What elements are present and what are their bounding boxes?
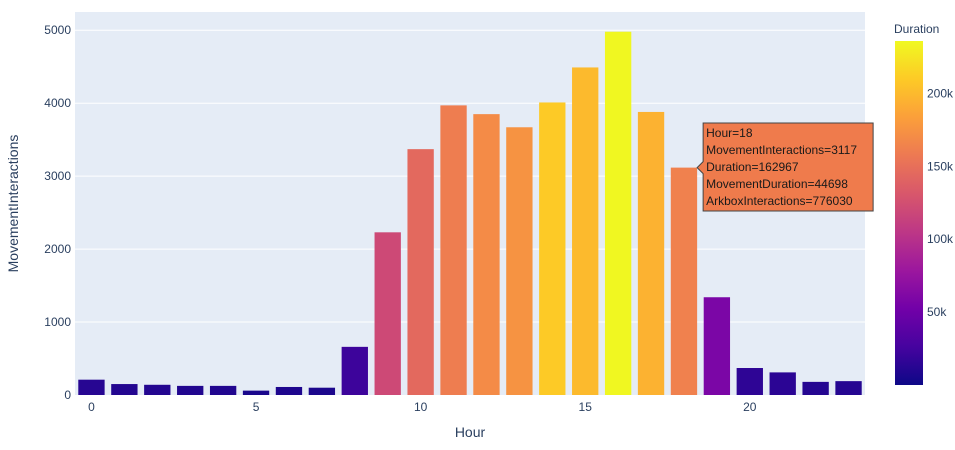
x-axis-title: Hour xyxy=(455,424,486,440)
bar[interactable] xyxy=(242,390,270,395)
colorbar-tick-label: 50k xyxy=(927,305,947,319)
y-axis-ticks: 0 1000 2000 3000 4000 5000 xyxy=(44,23,71,402)
bar[interactable] xyxy=(111,384,138,395)
y-tick-label: 5000 xyxy=(44,23,71,37)
x-tick-label: 10 xyxy=(414,400,428,414)
y-tick-label: 4000 xyxy=(44,96,71,110)
y-axis-title: MovementInteractions xyxy=(5,135,21,273)
bar[interactable] xyxy=(637,111,665,395)
colorbar-tick-label: 100k xyxy=(927,232,954,246)
bars xyxy=(78,31,862,396)
bar[interactable] xyxy=(506,127,533,395)
x-tick-label: 20 xyxy=(743,400,757,414)
bar[interactable] xyxy=(144,384,171,395)
bar[interactable] xyxy=(703,297,731,395)
y-tick-label: 0 xyxy=(64,388,71,402)
tooltip-box xyxy=(696,122,874,212)
colorbar-gradient xyxy=(895,41,923,385)
bar[interactable] xyxy=(835,381,862,395)
y-tick-label: 1000 xyxy=(44,315,71,329)
tooltip-line: MovementInteractions=3117 xyxy=(706,143,857,157)
x-axis-ticks: 0 5 10 15 20 xyxy=(88,400,757,414)
colorbar-tick-label: 200k xyxy=(927,86,954,100)
x-tick-label: 15 xyxy=(579,400,593,414)
bar[interactable] xyxy=(209,385,237,395)
bar[interactable] xyxy=(275,386,303,395)
tooltip-line: Duration=162967 xyxy=(706,160,799,174)
bar[interactable] xyxy=(308,387,336,395)
bar[interactable] xyxy=(604,31,632,395)
colorbar-title: Duration xyxy=(894,22,939,36)
bar[interactable] xyxy=(802,381,829,395)
y-tick-label: 2000 xyxy=(44,242,71,256)
colorbar-ticks: 50k 100k 150k 200k xyxy=(927,86,954,319)
hover-tooltip: Hour=18 MovementInteractions=3117 Duration… xyxy=(696,122,874,212)
tooltip-line: MovementDuration=44698 xyxy=(706,177,848,191)
x-tick-label: 0 xyxy=(88,400,95,414)
bar[interactable] xyxy=(539,102,566,396)
bar[interactable] xyxy=(407,149,434,395)
colorbar: Duration 50k 100k 150k 200k xyxy=(894,22,954,385)
bar[interactable] xyxy=(473,114,500,395)
x-tick-label: 5 xyxy=(253,400,260,414)
bar[interactable] xyxy=(670,167,698,395)
bar[interactable] xyxy=(374,232,401,395)
bar[interactable] xyxy=(177,385,204,395)
bar[interactable] xyxy=(440,105,467,395)
tooltip-line: Hour=18 xyxy=(706,126,753,140)
bar[interactable] xyxy=(341,346,368,395)
y-tick-label: 3000 xyxy=(44,169,71,183)
colorbar-tick-label: 150k xyxy=(927,159,954,173)
bar[interactable] xyxy=(572,67,599,395)
bar[interactable] xyxy=(736,368,763,395)
bar[interactable] xyxy=(78,379,105,395)
tooltip-line: ArkboxInteractions=776030 xyxy=(706,194,853,208)
bar[interactable] xyxy=(769,372,796,395)
